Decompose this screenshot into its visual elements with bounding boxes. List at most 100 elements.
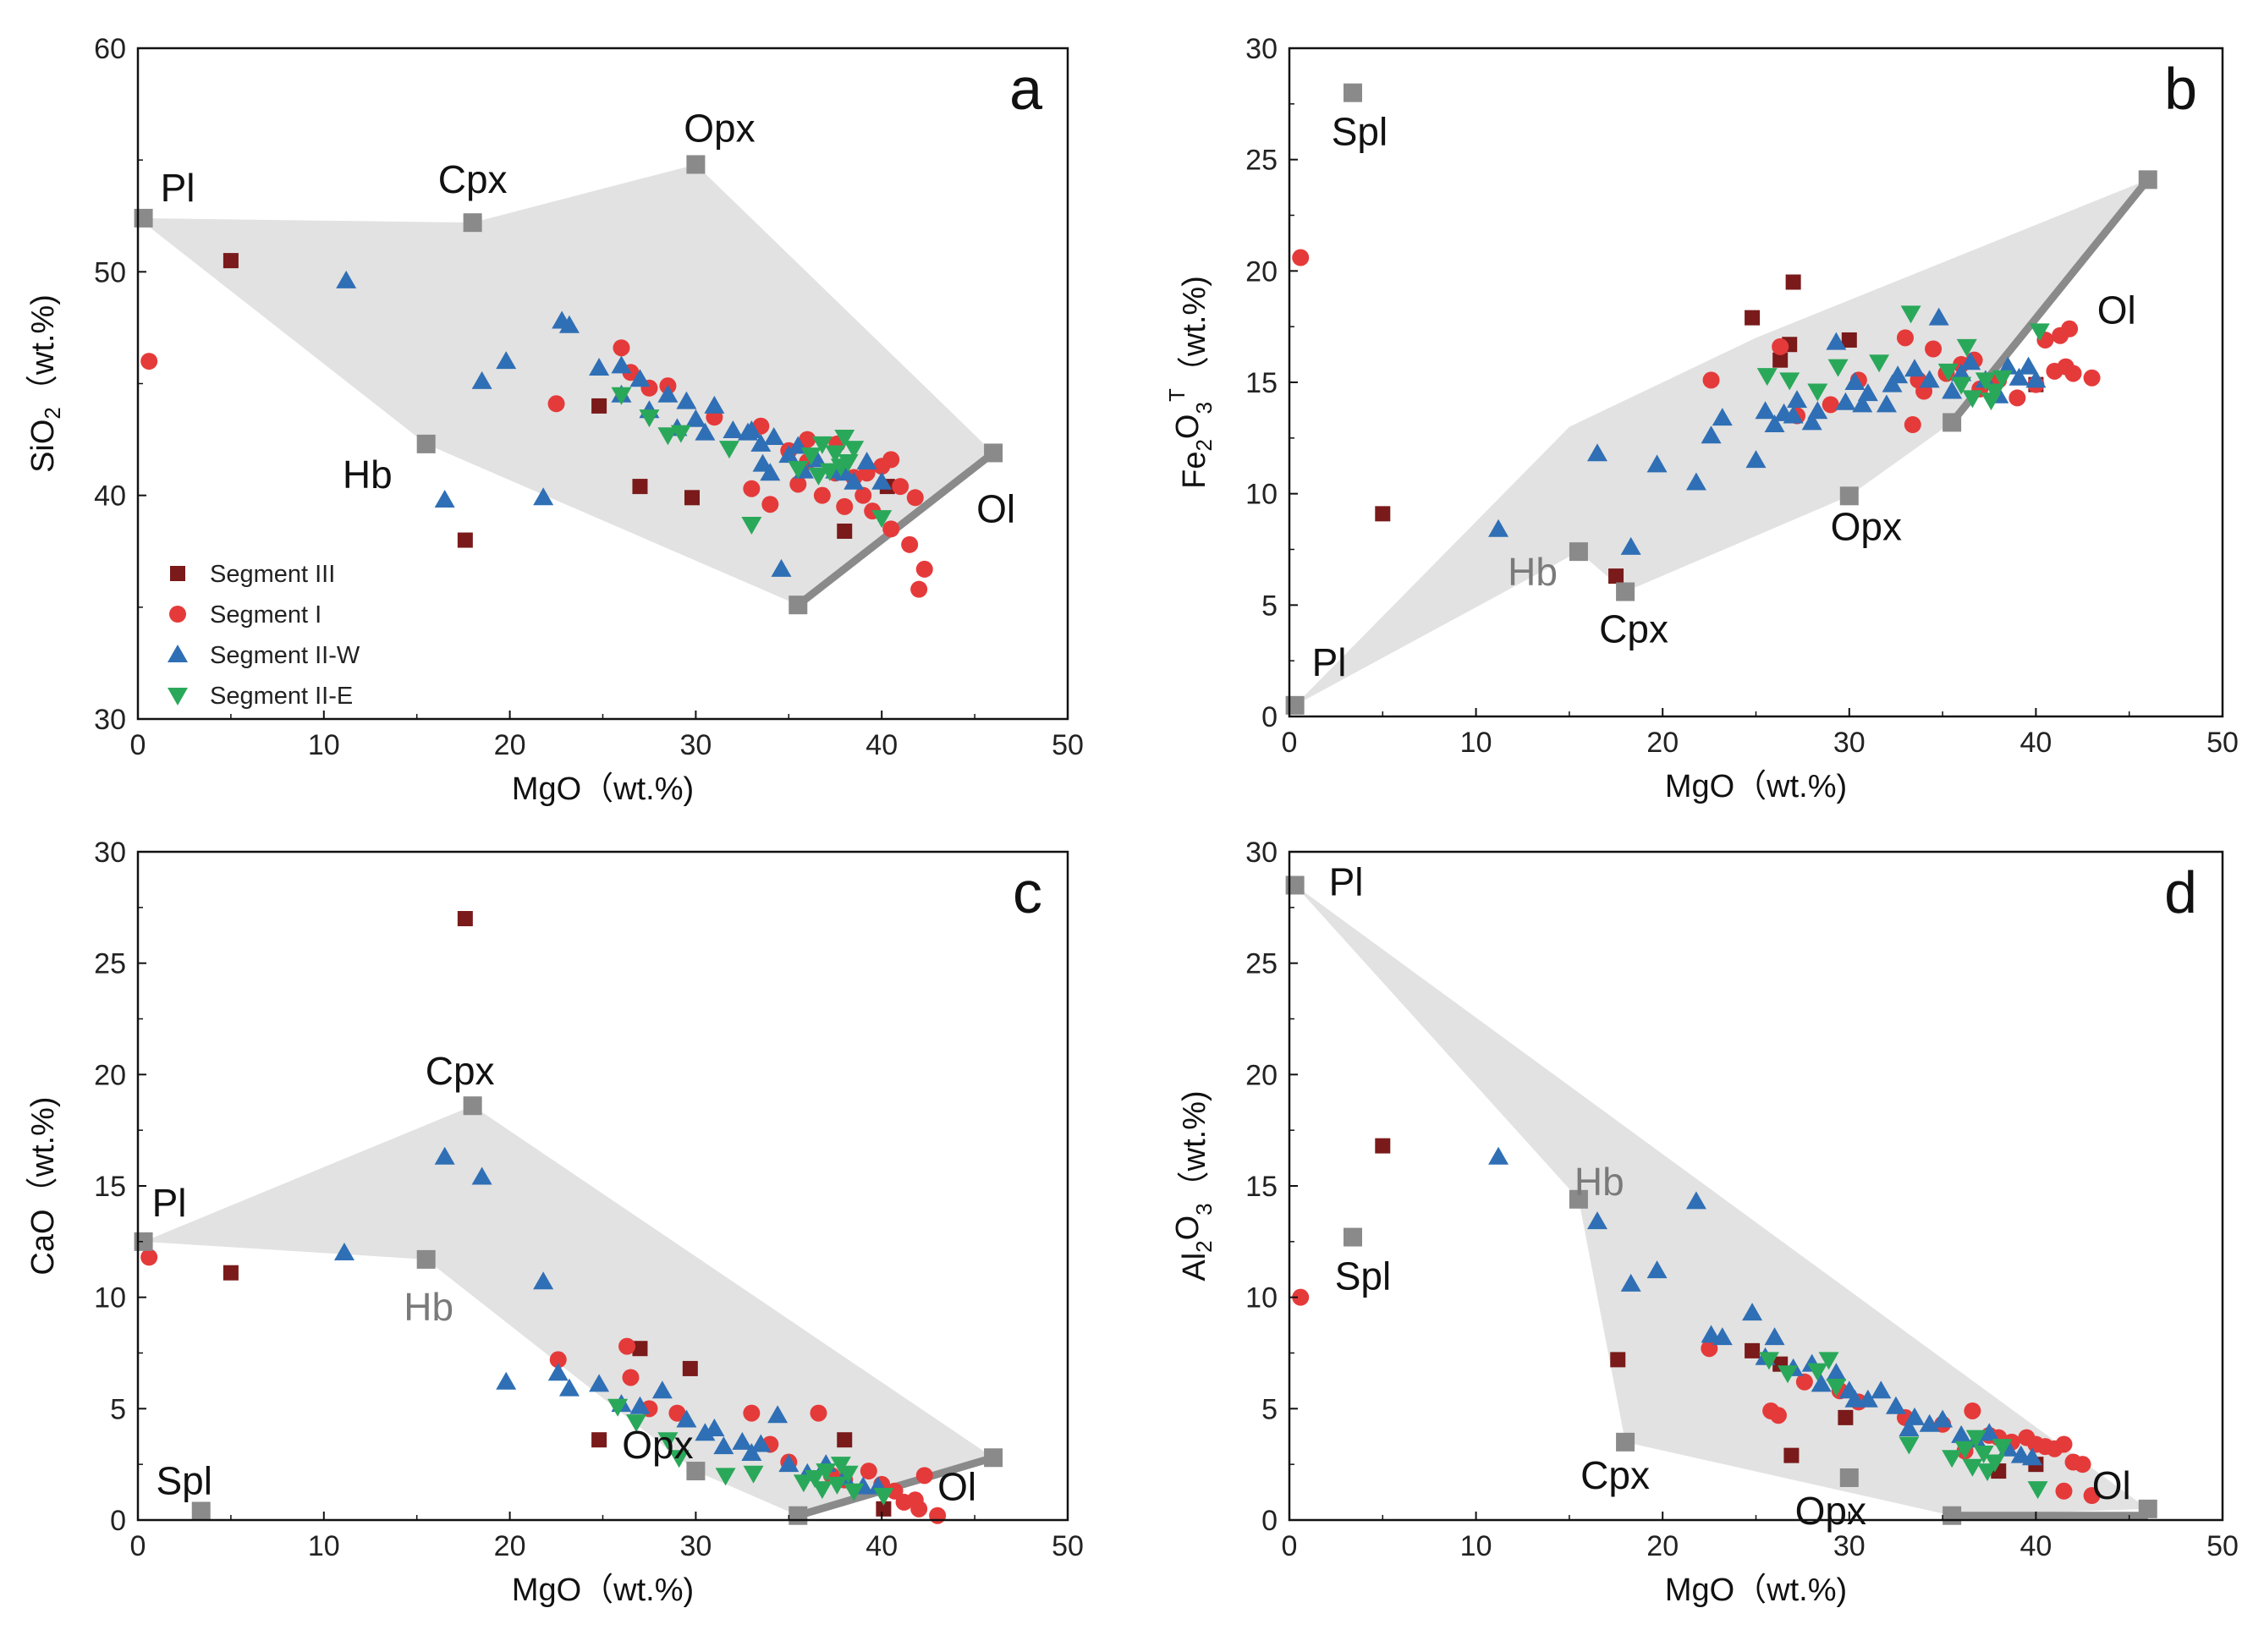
data-point xyxy=(2027,1481,2048,1500)
data-point xyxy=(1899,1436,1920,1455)
data-point xyxy=(805,1469,826,1488)
y-tick-label: 15 xyxy=(94,1171,126,1203)
x-tick-label: 0 xyxy=(130,729,146,761)
data-point xyxy=(549,1351,567,1369)
data-point xyxy=(1919,1413,1940,1432)
endmember-marker-ol xyxy=(984,1448,1003,1468)
data-point xyxy=(629,1396,651,1414)
data-point xyxy=(789,475,807,493)
data-point xyxy=(1764,414,1785,433)
data-point xyxy=(837,1432,853,1448)
data-point xyxy=(1871,1380,1892,1399)
data-point xyxy=(1954,1441,1975,1459)
data-point xyxy=(657,427,679,446)
data-point xyxy=(223,253,239,269)
data-point xyxy=(607,1398,629,1417)
data-point xyxy=(1755,401,1776,420)
data-point xyxy=(1826,1379,1847,1397)
panel-d: Pl Hb Spl Cpx Opx Ol 0 10 20 30 40 50 0 5 10 15 20 25 30 Mg… xyxy=(1170,837,2239,1608)
legend-marker-segment-i xyxy=(169,606,186,623)
data-point xyxy=(471,1166,492,1185)
data-point xyxy=(1292,1288,1310,1306)
data-point xyxy=(750,433,772,452)
endmember-label-hb: Hb xyxy=(1508,550,1558,594)
data-point xyxy=(651,1380,673,1399)
data-point xyxy=(626,1414,647,1433)
endmember-label-opx: Opx xyxy=(1795,1489,1866,1533)
data-point xyxy=(743,480,761,497)
data-point xyxy=(1882,374,1903,392)
data-point xyxy=(825,445,846,464)
data-point xyxy=(1937,363,1959,381)
data-point xyxy=(1758,1352,1779,1370)
data-point xyxy=(434,1146,455,1165)
data-point xyxy=(793,1474,814,1493)
endmember-marker-spl xyxy=(1344,1227,1363,1247)
data-point xyxy=(1826,332,1847,350)
data-point xyxy=(810,1404,827,1422)
data-point xyxy=(837,523,853,539)
data-point xyxy=(1956,338,1977,357)
legend-label-segment-ii-e: Segment II-E xyxy=(210,683,353,710)
y-tick-label: 10 xyxy=(1245,479,1278,511)
data-point xyxy=(860,1463,877,1480)
y-tick-label: 5 xyxy=(1261,1393,1278,1425)
data-point xyxy=(1375,506,1391,522)
data-point xyxy=(771,558,792,577)
data-point xyxy=(1964,1402,1981,1419)
data-point xyxy=(873,1488,894,1507)
y-tick-label: 50 xyxy=(94,256,126,288)
y-axis-title-part: O xyxy=(1170,414,1206,439)
x-tick-label: 0 xyxy=(1282,1530,1298,1562)
data-point xyxy=(1942,381,1963,399)
data-point xyxy=(763,426,784,445)
data-point xyxy=(1973,1446,1994,1463)
data-point xyxy=(886,1482,904,1500)
data-point xyxy=(1997,356,2019,375)
y-axis-title-part: Al xyxy=(1177,1253,1212,1282)
data-point xyxy=(336,270,357,288)
y-tick-label: 20 xyxy=(94,1059,126,1091)
data-point xyxy=(761,496,779,513)
x-tick-label: 10 xyxy=(308,729,340,761)
data-point xyxy=(915,560,933,578)
y-axis-title-part: （wt.%) xyxy=(1177,276,1212,388)
data-point xyxy=(618,1337,636,1355)
endmember-label-pl: Pl xyxy=(1312,640,1347,684)
data-point xyxy=(827,1476,848,1495)
series-segment-ii-e xyxy=(607,1398,894,1507)
data-point xyxy=(1785,274,1801,290)
data-point xyxy=(1807,383,1828,402)
data-point xyxy=(1984,383,2005,402)
data-point xyxy=(715,1468,736,1486)
data-point xyxy=(732,1431,753,1450)
data-point xyxy=(140,1249,158,1266)
data-point xyxy=(1965,1430,1986,1448)
data-point xyxy=(1984,1454,2005,1473)
data-point xyxy=(668,1404,686,1422)
y-tick-label: 25 xyxy=(1245,948,1278,980)
data-point xyxy=(668,1450,690,1468)
panel-a: Pl Cpx Opx Hb Ol 0 10 20 30 40 50 30 40 50 60 MgO（wt.%)… xyxy=(25,33,1084,807)
y-axis-title-part: SiO xyxy=(25,420,61,473)
data-point xyxy=(682,1360,698,1376)
data-point xyxy=(901,535,919,553)
y-axis-title-part: （wt.%) xyxy=(25,1096,61,1209)
data-point xyxy=(906,489,924,507)
data-point xyxy=(1787,390,1808,409)
data-point xyxy=(1779,372,1800,391)
y-axis-title: Fe2O3T（wt.%) xyxy=(1164,276,1217,489)
x-tick-label: 40 xyxy=(865,729,898,761)
endmember-marker-cpx xyxy=(1616,582,1635,601)
data-point xyxy=(1783,1447,1800,1463)
endmember-marker-hb xyxy=(1569,542,1588,562)
endmember-marker-cpx xyxy=(463,213,482,233)
y-axis-title: CaO（wt.%) xyxy=(25,1096,61,1275)
data-point xyxy=(589,357,610,376)
x-tick-label: 50 xyxy=(2206,1530,2239,1562)
y-tick-label: 40 xyxy=(94,480,126,513)
data-point xyxy=(2025,370,2047,388)
y-tick-label: 5 xyxy=(1261,590,1278,622)
endmember-marker-opx xyxy=(1839,486,1859,506)
y-tick-label: 20 xyxy=(1245,1059,1278,1091)
